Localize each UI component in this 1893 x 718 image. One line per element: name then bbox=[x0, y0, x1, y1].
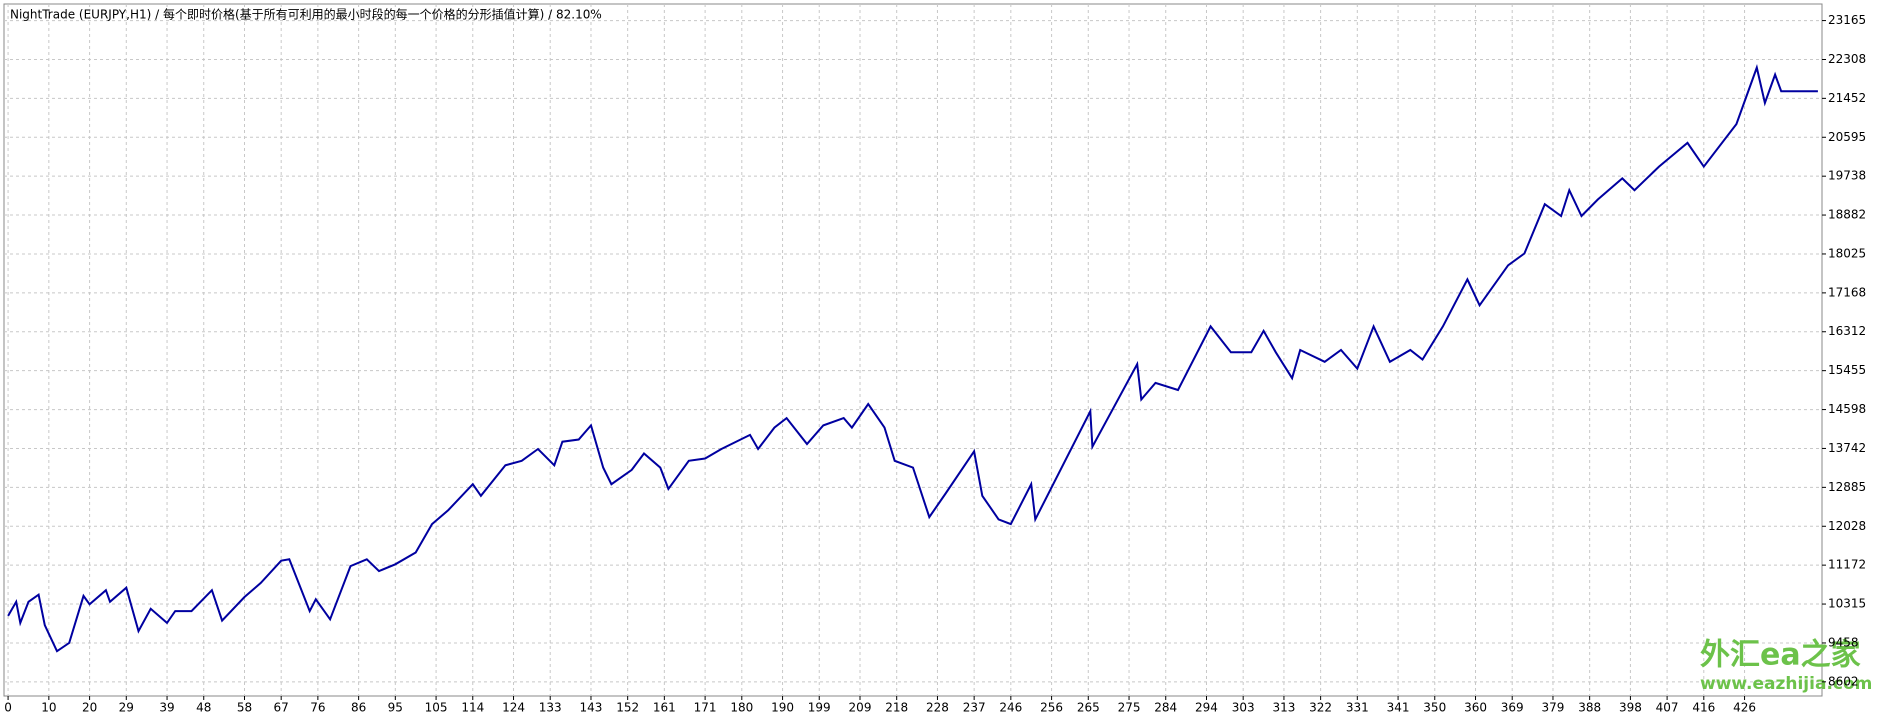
x-tick-label: 199 bbox=[808, 701, 831, 715]
y-tick-label: 13742 bbox=[1828, 441, 1866, 455]
plot-frame bbox=[3, 3, 1823, 697]
y-tick-label: 21452 bbox=[1828, 91, 1866, 105]
x-tick-label: 86 bbox=[351, 701, 366, 715]
x-tick-label: 209 bbox=[849, 701, 872, 715]
x-tick-label: 0 bbox=[4, 701, 12, 715]
x-tick-label: 265 bbox=[1077, 701, 1100, 715]
x-tick-label: 294 bbox=[1195, 701, 1218, 715]
balance-line bbox=[7, 64, 1818, 653]
x-tick-label: 20 bbox=[82, 701, 97, 715]
y-tick-label: 18882 bbox=[1828, 208, 1866, 222]
watermark: 外汇ea之家 bbox=[1700, 638, 1861, 673]
x-tick-label: 180 bbox=[730, 701, 753, 715]
x-tick-label: 256 bbox=[1040, 701, 1063, 715]
x-tick-label: 322 bbox=[1309, 701, 1332, 715]
x-tick-label: 76 bbox=[310, 701, 325, 715]
x-tick-label: 228 bbox=[926, 701, 949, 715]
y-tick-label: 22308 bbox=[1828, 52, 1866, 66]
y-tick-label: 12028 bbox=[1828, 519, 1866, 533]
watermark: www.eazhijia.com bbox=[1700, 674, 1872, 694]
x-tick-label: 331 bbox=[1346, 701, 1369, 715]
x-tick-label: 29 bbox=[119, 701, 134, 715]
x-tick-label: 284 bbox=[1154, 701, 1177, 715]
x-tick-label: 350 bbox=[1423, 701, 1446, 715]
x-tick-label: 114 bbox=[461, 701, 484, 715]
x-tick-label: 275 bbox=[1118, 701, 1141, 715]
y-tick-label: 8602 bbox=[1828, 674, 1859, 688]
x-tick-label: 133 bbox=[539, 701, 562, 715]
x-tick-label: 190 bbox=[771, 701, 794, 715]
y-tick-label: 12885 bbox=[1828, 480, 1866, 494]
x-tick-label: 48 bbox=[196, 701, 211, 715]
x-tick-label: 246 bbox=[999, 701, 1022, 715]
y-tick-label: 18025 bbox=[1828, 246, 1866, 260]
x-tick-label: 313 bbox=[1272, 701, 1295, 715]
y-tick-label: 23165 bbox=[1828, 13, 1866, 27]
x-tick-label: 10 bbox=[41, 701, 56, 715]
x-tick-label: 67 bbox=[274, 701, 289, 715]
x-tick-label: 303 bbox=[1232, 701, 1255, 715]
y-tick-label: 17168 bbox=[1828, 285, 1866, 299]
x-tick-label: 95 bbox=[388, 701, 403, 715]
x-tick-label: 161 bbox=[653, 701, 676, 715]
x-tick-label: 143 bbox=[580, 701, 603, 715]
y-tick-label: 11172 bbox=[1828, 558, 1866, 572]
x-tick-label: 369 bbox=[1501, 701, 1524, 715]
y-tick-label: 15455 bbox=[1828, 363, 1866, 377]
chart-title: NightTrade (EURJPY,H1) / 每个即时价格(基于所有可利用的… bbox=[10, 7, 602, 22]
x-tick-label: 171 bbox=[694, 701, 717, 715]
y-tick-label: 14598 bbox=[1828, 402, 1866, 416]
x-tick-label: 416 bbox=[1692, 701, 1715, 715]
y-tick-label: 20595 bbox=[1828, 130, 1866, 144]
y-tick-label: 9458 bbox=[1828, 635, 1859, 649]
x-tick-label: 388 bbox=[1578, 701, 1601, 715]
x-tick-label: 341 bbox=[1387, 701, 1410, 715]
x-tick-label: 152 bbox=[616, 701, 639, 715]
y-tick-label: 19738 bbox=[1828, 169, 1866, 183]
x-tick-label: 124 bbox=[502, 701, 525, 715]
y-tick-label: 16312 bbox=[1828, 324, 1866, 338]
x-tick-label: 237 bbox=[963, 701, 986, 715]
x-tick-label: 398 bbox=[1619, 701, 1642, 715]
x-tick-label: 58 bbox=[237, 701, 252, 715]
x-tick-label: 218 bbox=[885, 701, 908, 715]
x-tick-label: 426 bbox=[1733, 701, 1756, 715]
x-tick-label: 39 bbox=[159, 701, 174, 715]
x-tick-label: 360 bbox=[1464, 701, 1487, 715]
y-tick-label: 10315 bbox=[1828, 597, 1866, 611]
x-tick-label: 105 bbox=[425, 701, 448, 715]
x-tick-label: 407 bbox=[1656, 701, 1679, 715]
x-tick-label: 379 bbox=[1542, 701, 1565, 715]
